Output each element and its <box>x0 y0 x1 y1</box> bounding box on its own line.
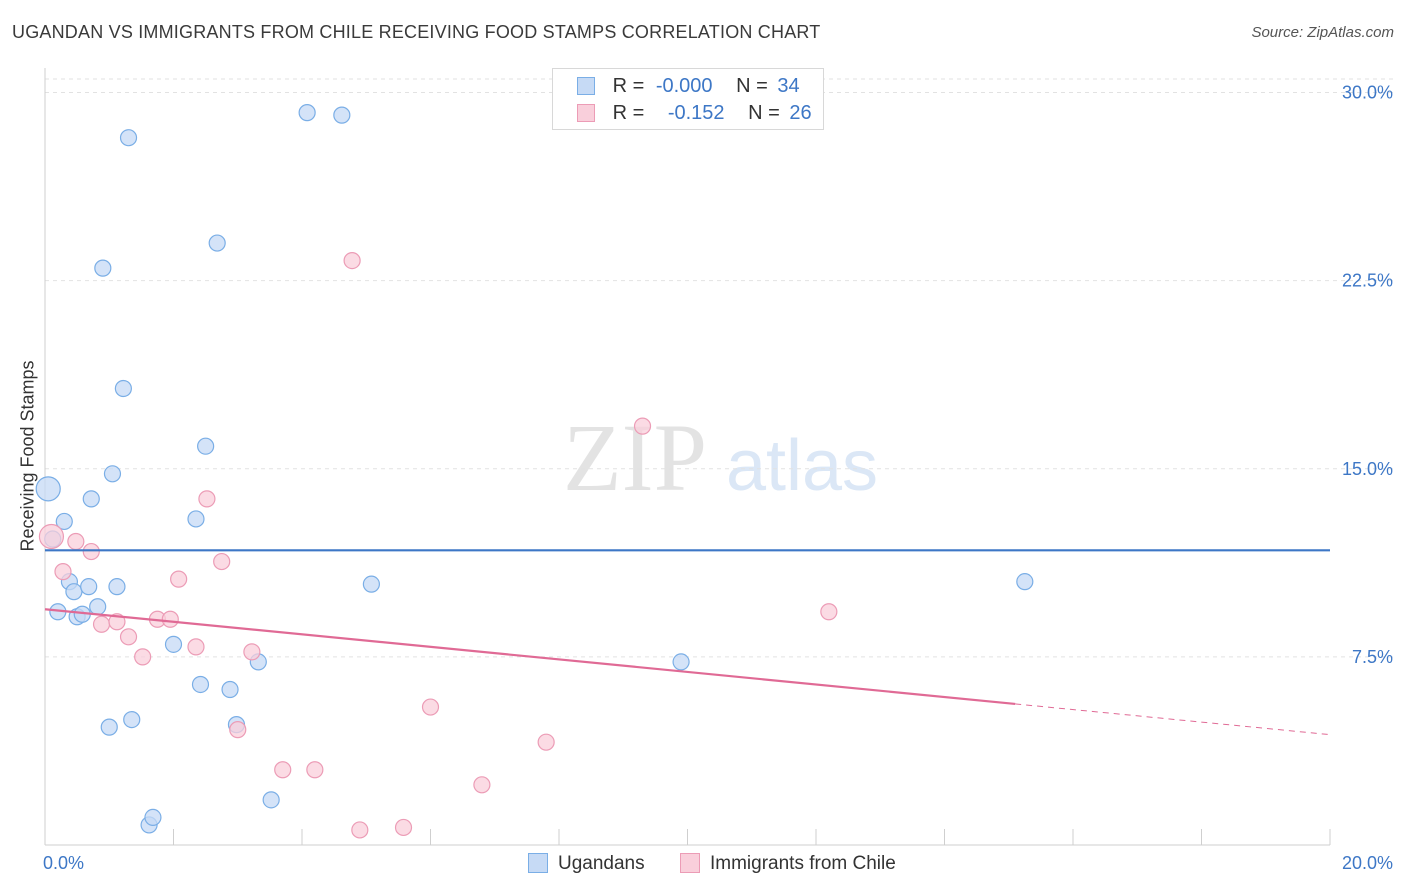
bottom-legend-swatch-chile <box>680 853 700 873</box>
tick-labels: 7.5% 15.0% 22.5% 30.0% 0.0% 20.0% <box>43 83 1393 873</box>
ugandan-point <box>94 259 112 277</box>
legend-r-value: -0.152 <box>667 102 725 124</box>
ugandan-point <box>262 791 280 809</box>
chile-point <box>229 721 247 739</box>
y-axis-label: Receiving Food Stamps <box>17 360 38 552</box>
ugandan-point <box>187 510 205 528</box>
watermark-zip: ZIP <box>563 404 707 511</box>
legend-r-value: -0.000 <box>655 75 713 97</box>
ugandan-point <box>672 653 690 671</box>
chart-title: UGANDAN VS IMMIGRANTS FROM CHILE RECEIVI… <box>12 22 821 42</box>
chile-point <box>108 613 126 631</box>
chile-point <box>537 733 555 751</box>
chile-point <box>343 252 361 270</box>
chile-point <box>170 570 188 588</box>
ugandan-point <box>164 635 183 653</box>
bottom-legend-swatch-ugandans <box>528 853 548 873</box>
chile-point <box>820 603 838 621</box>
chile-point <box>38 523 65 550</box>
chile-point <box>394 818 413 837</box>
bottom-legend-label-ugandans: Ugandans <box>558 853 645 874</box>
legend-swatch-chile <box>577 104 595 122</box>
ugandan-point <box>82 490 100 508</box>
y-tick-label: 15.0% <box>1342 459 1393 479</box>
ugandan-point <box>35 476 61 502</box>
ugandan-point <box>114 379 132 398</box>
chile-point <box>198 490 216 508</box>
watermark: ZIP atlas <box>563 404 878 511</box>
legend-swatch-ugandans <box>577 77 595 95</box>
ugandan-point <box>123 710 141 729</box>
chile-point <box>633 417 652 435</box>
bottom-legend-chile: Immigrants from Chile <box>680 852 896 876</box>
axes <box>44 68 1331 846</box>
legend-r-label: R = <box>612 102 645 124</box>
ugandan-point <box>108 578 126 596</box>
legend-n-label: N = <box>736 75 768 97</box>
y-tick-label: 7.5% <box>1352 647 1393 667</box>
y-tick-label: 30.0% <box>1342 83 1393 103</box>
chile-point <box>306 761 324 779</box>
ugandan-point <box>103 465 122 483</box>
chile-point <box>82 542 100 561</box>
trend-lines <box>44 549 1331 736</box>
legend-n-label: N = <box>748 102 780 124</box>
ugandan-point <box>362 575 380 593</box>
chile-point <box>351 821 369 839</box>
ugandan-point <box>333 106 351 124</box>
x-tick-label: 0.0% <box>43 853 84 873</box>
ugandan-point <box>197 437 215 455</box>
ugandan-point <box>1016 573 1034 591</box>
chile-point <box>213 552 231 571</box>
ugandan-point <box>144 808 162 827</box>
chile-point <box>421 698 440 716</box>
ugandan-point <box>65 583 83 601</box>
chile-point <box>243 643 261 661</box>
chile-trend-line-extension <box>1015 703 1331 736</box>
chile-point <box>161 610 179 628</box>
ugandan-point <box>80 578 98 596</box>
ugandan-point <box>55 512 73 531</box>
chile-point <box>134 648 152 666</box>
ugandan-point <box>208 234 226 252</box>
bottom-legend-ugandans: Ugandans <box>528 852 645 876</box>
ugandan-point <box>100 718 118 736</box>
ugandan-point <box>221 680 239 699</box>
legend-r-label: R = <box>612 75 645 97</box>
y-tick-label: 22.5% <box>1342 271 1393 291</box>
chile-point <box>67 532 85 551</box>
ugandan-point <box>191 675 210 694</box>
legend-n-value: 26 <box>789 102 812 124</box>
legend-n-value: 34 <box>777 75 800 97</box>
chile-point <box>274 761 292 779</box>
ugandan-point <box>119 129 138 147</box>
source-label: Source: ZipAtlas.com <box>1251 24 1394 41</box>
chile-point <box>187 638 205 656</box>
grid-lines <box>45 78 1395 658</box>
data-points <box>35 104 1034 839</box>
ugandan-point <box>298 104 316 122</box>
chile-point <box>54 563 72 581</box>
watermark-atlas: atlas <box>726 426 878 506</box>
ugandan-point <box>89 598 107 616</box>
legend-row-ugandans: R = -0.000 N = 34 <box>577 74 800 98</box>
chile-point <box>119 628 138 646</box>
chile-point <box>473 776 491 794</box>
chile-point <box>92 615 111 633</box>
legend-row-chile: R = -0.152 N = 26 <box>577 101 812 125</box>
chile-trend-line <box>44 608 1016 706</box>
x-tick-label: 20.0% <box>1342 853 1393 873</box>
bottom-legend-label-chile: Immigrants from Chile <box>710 853 896 874</box>
correlation-legend: R = -0.000 N = 34 R = -0.152 N = 26 <box>552 68 824 130</box>
